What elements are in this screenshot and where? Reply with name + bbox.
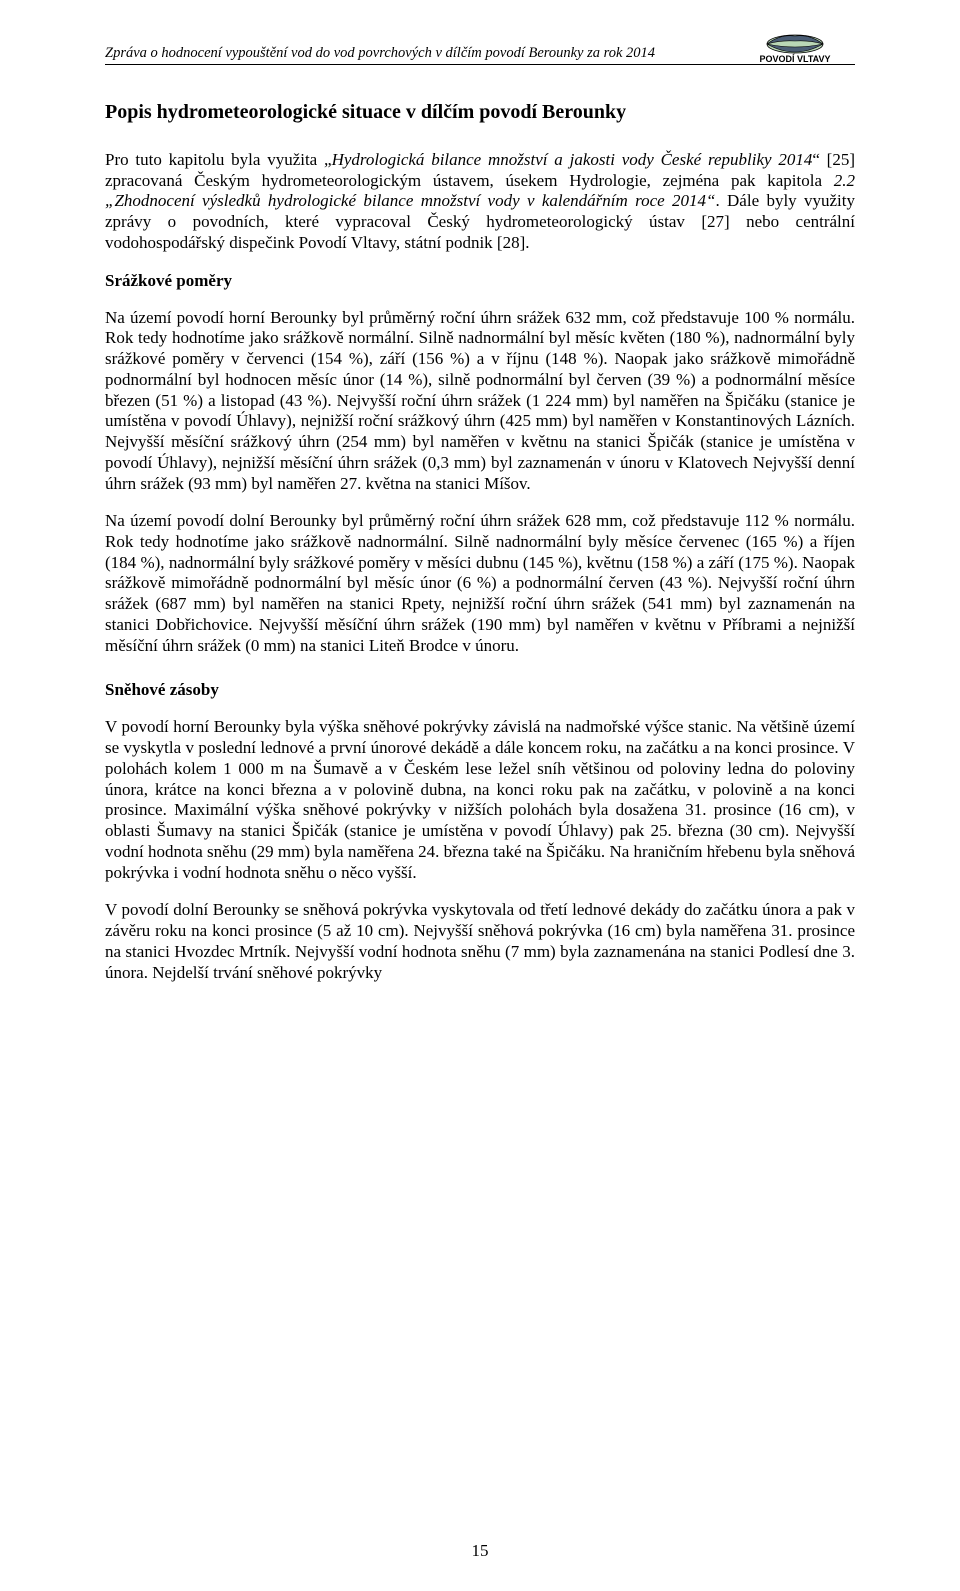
document-title: Popis hydrometeorologické situace v dílč… xyxy=(105,101,855,124)
document-page: Zpráva o hodnocení vypouštění vod do vod… xyxy=(0,0,960,1591)
snehove-paragraph-1: V povodí horní Berounky byla výška sněho… xyxy=(105,717,855,883)
intro-paragraph: Pro tuto kapitolu byla využita „Hydrolog… xyxy=(105,150,855,254)
logo-text: POVODÍ VLTAVY xyxy=(759,54,830,64)
srazkove-paragraph-1: Na území povodí horní Berounky byl průmě… xyxy=(105,308,855,495)
intro-italic-1: Hydrologická bilance množství a jakosti … xyxy=(332,150,813,169)
logo-icon: POVODÍ VLTAVY xyxy=(735,30,855,64)
srazkove-paragraph-2: Na území povodí dolní Berounky byl průmě… xyxy=(105,511,855,656)
page-number: 15 xyxy=(0,1541,960,1561)
brand-logo: POVODÍ VLTAVY xyxy=(735,30,855,64)
section-heading-snehove: Sněhové zásoby xyxy=(105,680,855,700)
section-heading-srazkove: Srážkové poměry xyxy=(105,271,855,291)
intro-pre: Pro tuto kapitolu byla využita „ xyxy=(105,150,332,169)
running-header-title: Zpráva o hodnocení vypouštění vod do vod… xyxy=(105,45,655,62)
page-header: Zpráva o hodnocení vypouštění vod do vod… xyxy=(105,30,855,65)
snehove-paragraph-2: V povodí dolní Berounky se sněhová pokrý… xyxy=(105,900,855,983)
